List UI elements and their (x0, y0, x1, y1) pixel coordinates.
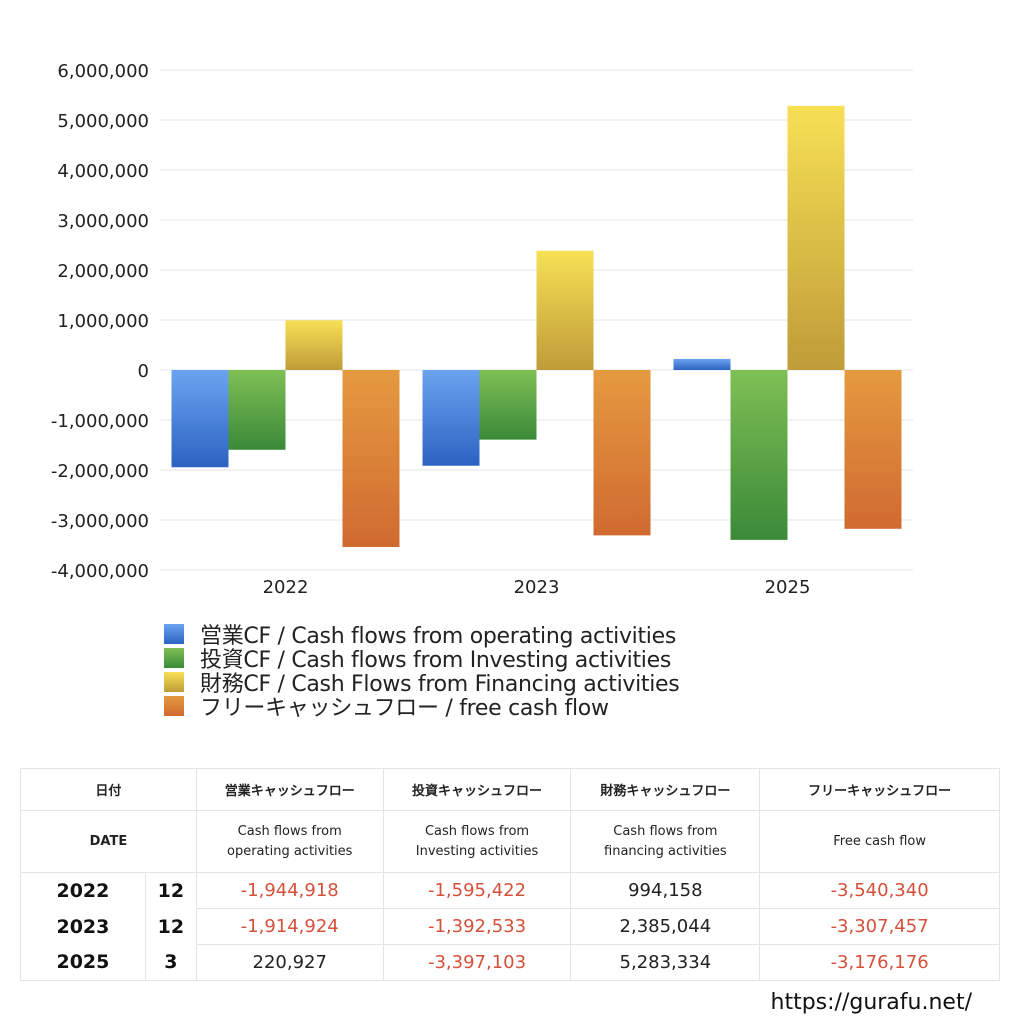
cell-financing: 2,385,044 (570, 908, 761, 945)
bar-financing-2025 (787, 105, 845, 370)
y-tick-label: 0 (138, 361, 149, 382)
header-date-en: DATE (20, 810, 197, 873)
bar-free-2025 (844, 370, 902, 529)
table-row: 2025 3 220,927 -3,397,103 5,283,334 -3,1… (20, 944, 1000, 981)
y-tick-label: -1,000,000 (51, 411, 149, 432)
header-line: Cash flows from (424, 823, 530, 839)
y-tick-label: 5,000,000 (57, 111, 149, 132)
cell-year: 2023 (20, 908, 146, 945)
y-tick-label: -2,000,000 (51, 461, 149, 482)
table-row: 2023 12 -1,914,924 -1,392,533 2,385,044 … (20, 908, 1000, 945)
legend-label: 投資CF / Cash flows from Investing activit… (200, 648, 671, 673)
cash-flow-table: 日付 営業キャッシュフロー 投資キャッシュフロー 財務キャッシュフロー フリーキ… (20, 768, 1000, 981)
cell-year: 2025 (20, 944, 146, 981)
cell-free: -3,176,176 (759, 944, 1000, 981)
header-operating-jp: 営業キャッシュフロー (195, 768, 384, 811)
header-investing-jp: 投資キャッシュフロー (382, 768, 572, 811)
y-tick-label: -3,000,000 (51, 511, 149, 532)
y-tick-label: 6,000,000 (57, 61, 149, 82)
cell-investing: -1,595,422 (382, 872, 572, 909)
cell-year: 2022 (20, 872, 146, 909)
header-line: Cash flows from (613, 823, 718, 839)
x-tick-label: 2022 (263, 577, 309, 598)
legend-label: 営業CF / Cash flows from operating activit… (200, 624, 677, 649)
header-free-en: Free cash flow (759, 810, 1000, 873)
cell-financing: 5,283,334 (570, 944, 761, 981)
cell-month: 12 (144, 908, 197, 945)
legend-item-investing: 投資CF / Cash flows from Investing activit… (164, 646, 679, 673)
cell-month: 12 (144, 872, 197, 909)
bar-free-2023 (593, 370, 651, 536)
cell-investing: -3,397,103 (382, 944, 572, 981)
x-axis-labels: 2022 2023 2025 (263, 577, 811, 598)
y-tick-label: 2,000,000 (57, 261, 149, 282)
bar-operating-2023 (422, 370, 480, 466)
table-header-en: DATE Cash flows from operating activities… (20, 810, 1000, 873)
legend-swatch-operating (164, 624, 184, 644)
legend-item-free: フリーキャッシュフロー / free cash flow (164, 694, 679, 721)
bars (171, 105, 902, 548)
bar-investing-2023 (479, 370, 537, 440)
header-line: Cash flows from (237, 823, 342, 839)
legend-label: フリーキャッシュフロー / free cash flow (200, 696, 609, 721)
bar-financing-2022 (285, 320, 343, 370)
header-financing-en: Cash flows from financing activities (570, 810, 761, 873)
cell-investing: -1,392,533 (382, 908, 572, 945)
cell-month: 3 (144, 944, 197, 981)
header-line: Investing activities (415, 843, 539, 859)
header-line: financing activities (604, 843, 727, 859)
bar-operating-2025 (673, 358, 731, 370)
y-tick-label: 3,000,000 (57, 211, 149, 232)
header-financing-jp: 財務キャッシュフロー (570, 768, 761, 811)
bar-free-2022 (342, 370, 400, 548)
legend-swatch-free (164, 696, 184, 716)
cell-free: -3,540,340 (759, 872, 1000, 909)
header-operating-en: Cash flows from operating activities (195, 810, 384, 873)
cell-operating: -1,944,918 (195, 872, 384, 909)
bar-investing-2022 (228, 370, 286, 450)
cell-operating: -1,914,924 (195, 908, 384, 945)
legend-item-operating: 営業CF / Cash flows from operating activit… (164, 622, 679, 649)
bar-financing-2023 (536, 250, 594, 370)
bar-investing-2025 (730, 370, 788, 540)
x-tick-label: 2023 (514, 577, 560, 598)
cash-flow-bar-chart: 6,000,000 5,000,000 4,000,000 3,000,000 2,00… (51, 61, 913, 598)
cell-free: -3,307,457 (759, 908, 1000, 945)
header-investing-en: Cash flows from Investing activities (382, 810, 572, 873)
header-free-jp: フリーキャッシュフロー (759, 768, 1000, 811)
table-header-jp: 日付 営業キャッシュフロー 投資キャッシュフロー 財務キャッシュフロー フリーキ… (20, 768, 1000, 811)
cell-operating: 220,927 (195, 944, 384, 981)
y-tick-label: 1,000,000 (57, 311, 149, 332)
x-tick-label: 2025 (765, 577, 811, 598)
legend-swatch-investing (164, 648, 184, 668)
table-row: 2022 12 -1,944,918 -1,595,422 994,158 -3… (20, 872, 1000, 909)
y-tick-label: 4,000,000 (57, 161, 149, 182)
y-axis-labels: 6,000,000 5,000,000 4,000,000 3,000,000 2,00… (51, 61, 149, 582)
legend-label: 財務CF / Cash Flows from Financing activit… (200, 672, 680, 697)
legend-item-financing: 財務CF / Cash Flows from Financing activit… (164, 670, 680, 697)
cell-financing: 994,158 (570, 872, 761, 909)
y-tick-label: -4,000,000 (51, 561, 149, 582)
bar-operating-2022 (171, 370, 229, 468)
header-line: operating activities (226, 843, 353, 859)
legend-swatch-financing (164, 672, 184, 692)
header-date-jp: 日付 (20, 768, 197, 811)
chart-legend: 営業CF / Cash flows from operating activit… (164, 622, 680, 721)
site-url[interactable]: https://gurafu.net/ (770, 990, 973, 1015)
